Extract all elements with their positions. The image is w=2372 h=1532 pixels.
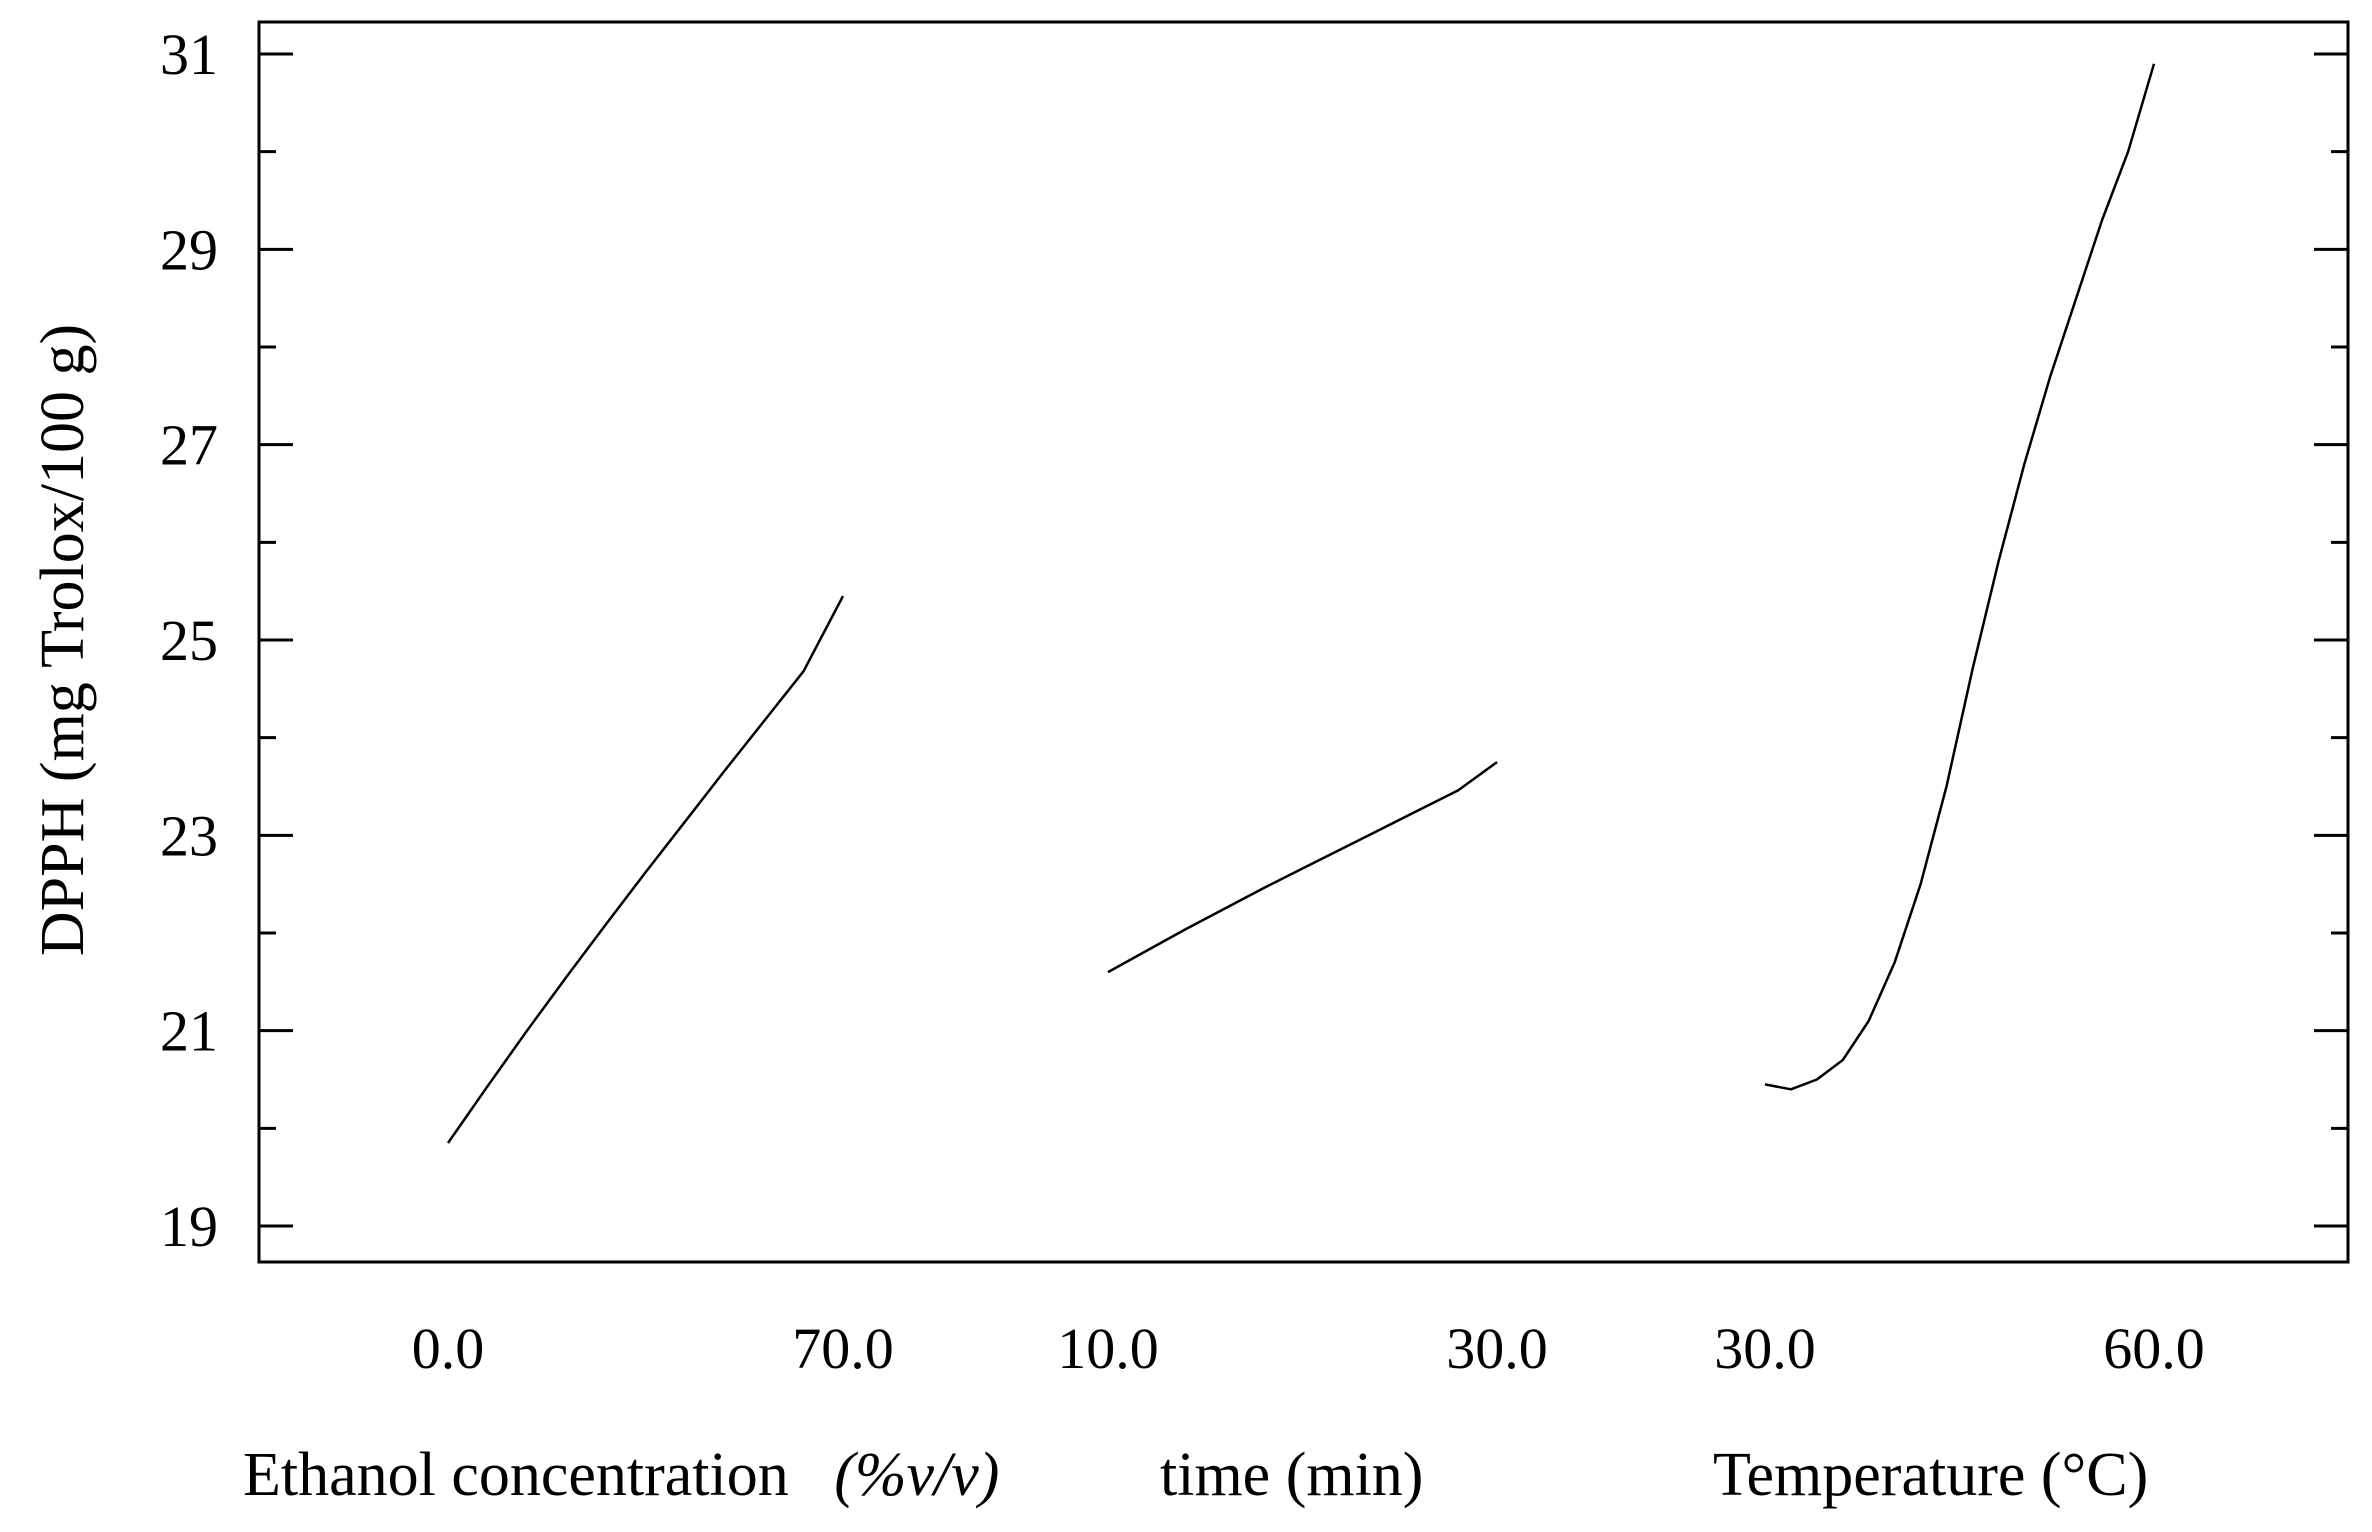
- series-lines: [446, 63, 2156, 1144]
- y-tick-label-27: 27: [160, 413, 218, 478]
- x-tick-label-time-30.0: 30.0: [1446, 1316, 1548, 1381]
- series-line-time: [1107, 761, 1498, 974]
- x-tick-label-ethanol-0.0: 0.0: [412, 1316, 485, 1381]
- y-axis-tick-labels: 19 21 23 25 27 29 31: [160, 22, 218, 1259]
- y-tick-label-29: 29: [160, 217, 218, 282]
- plot-frame: [257, 20, 2350, 1264]
- y-tick-label-19: 19: [160, 1194, 218, 1259]
- y-tick-label-21: 21: [160, 999, 218, 1064]
- y-tick-label-31: 31: [160, 22, 218, 87]
- x-axis-title-temperature: Temperature (°C): [1713, 1441, 2148, 1509]
- y-tick-label-23: 23: [160, 803, 218, 868]
- x-axis-title-ethanol-text: Ethanol concentration: [243, 1441, 789, 1509]
- x-axis-title-time: time (min): [1160, 1441, 1423, 1509]
- series-line-ethanol: [446, 595, 845, 1144]
- y-tick-label-25: 25: [160, 608, 218, 673]
- x-axis-title-ethanol-unit: (%v/v): [834, 1441, 999, 1509]
- y-axis-title: DPPH (mg Trolox/100 g): [29, 324, 97, 956]
- x-tick-label-temperature-30.0: 30.0: [1714, 1316, 1816, 1381]
- x-tick-label-temperature-60.0: 60.0: [2103, 1316, 2205, 1381]
- x-tick-label-time-10.0: 10.0: [1057, 1316, 1159, 1381]
- x-axis-title-ethanol: Ethanol concentration (%v/v): [243, 1441, 999, 1509]
- x-axis-tick-labels: 0.0 70.0 10.0 30.0 30.0 60.0: [412, 1316, 2205, 1381]
- y-axis-ticks: [259, 52, 2348, 1228]
- series-line-temperature: [1764, 63, 2156, 1091]
- x-tick-label-ethanol-70.0: 70.0: [792, 1316, 894, 1381]
